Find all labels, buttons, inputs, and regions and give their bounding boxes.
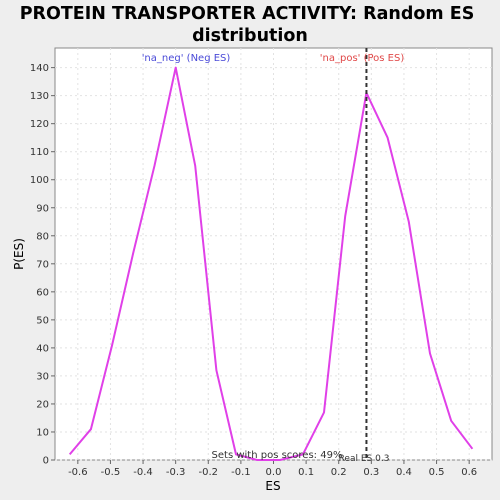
annotation-pos: 'na_pos' (Pos ES) [320, 53, 405, 64]
chart-title-line-1: PROTEIN TRANSPORTER ACTIVITY: Random ES [20, 4, 475, 24]
axes: -0.6 -0.5 -0.4 -0.3 -0.2 -0.1 0.0 0.1 0.2 0.3 0.4 0… [30, 63, 477, 478]
grid [55, 48, 492, 461]
annotation-footer: Sets with pos scores: 49% [212, 450, 343, 461]
y-tick-label: 120 [30, 119, 49, 130]
y-tick-label: 30 [36, 371, 49, 382]
chart-title-line-2: distribution [192, 26, 308, 46]
y-tick-label: 0 [43, 456, 49, 467]
y-tick-label: 90 [36, 203, 49, 214]
x-tick-label: 0.1 [298, 467, 314, 478]
y-tick-label: 110 [30, 147, 49, 158]
y-tick-label: 20 [36, 399, 49, 410]
x-tick-label: -0.3 [166, 467, 186, 478]
y-tick-label: 80 [36, 231, 49, 242]
x-tick-label: -0.1 [231, 467, 251, 478]
series-line [68, 66, 474, 461]
y-axis-label: P(ES) [12, 238, 26, 270]
y-tick-label: 100 [30, 175, 49, 186]
y-tick-label: 140 [30, 63, 49, 74]
y-tick-label: 40 [36, 343, 49, 354]
real-es-label: Real ES 0.3 [339, 454, 390, 464]
x-tick-label: -0.6 [68, 467, 88, 478]
x-axis-label: ES [265, 479, 280, 493]
x-tick-label: -0.4 [133, 467, 153, 478]
x-tick-label: 0.4 [396, 467, 412, 478]
y-tick-label: 60 [36, 287, 49, 298]
x-tick-label: 0.6 [461, 467, 477, 478]
x-tick-label: 0.3 [363, 467, 379, 478]
x-tick-label: 0.2 [331, 467, 347, 478]
series-layer [68, 66, 474, 461]
x-tick-label: 0.0 [266, 467, 282, 478]
y-tick-label: 50 [36, 315, 49, 326]
x-tick-label: 0.5 [429, 467, 445, 478]
y-tick-label: 70 [36, 259, 49, 270]
y-tick-label: 130 [30, 91, 49, 102]
x-tick-label: -0.2 [199, 467, 219, 478]
annotation-neg: 'na_neg' (Neg ES) [142, 53, 231, 64]
x-tick-label: -0.5 [101, 467, 121, 478]
y-tick-label: 10 [36, 427, 49, 438]
